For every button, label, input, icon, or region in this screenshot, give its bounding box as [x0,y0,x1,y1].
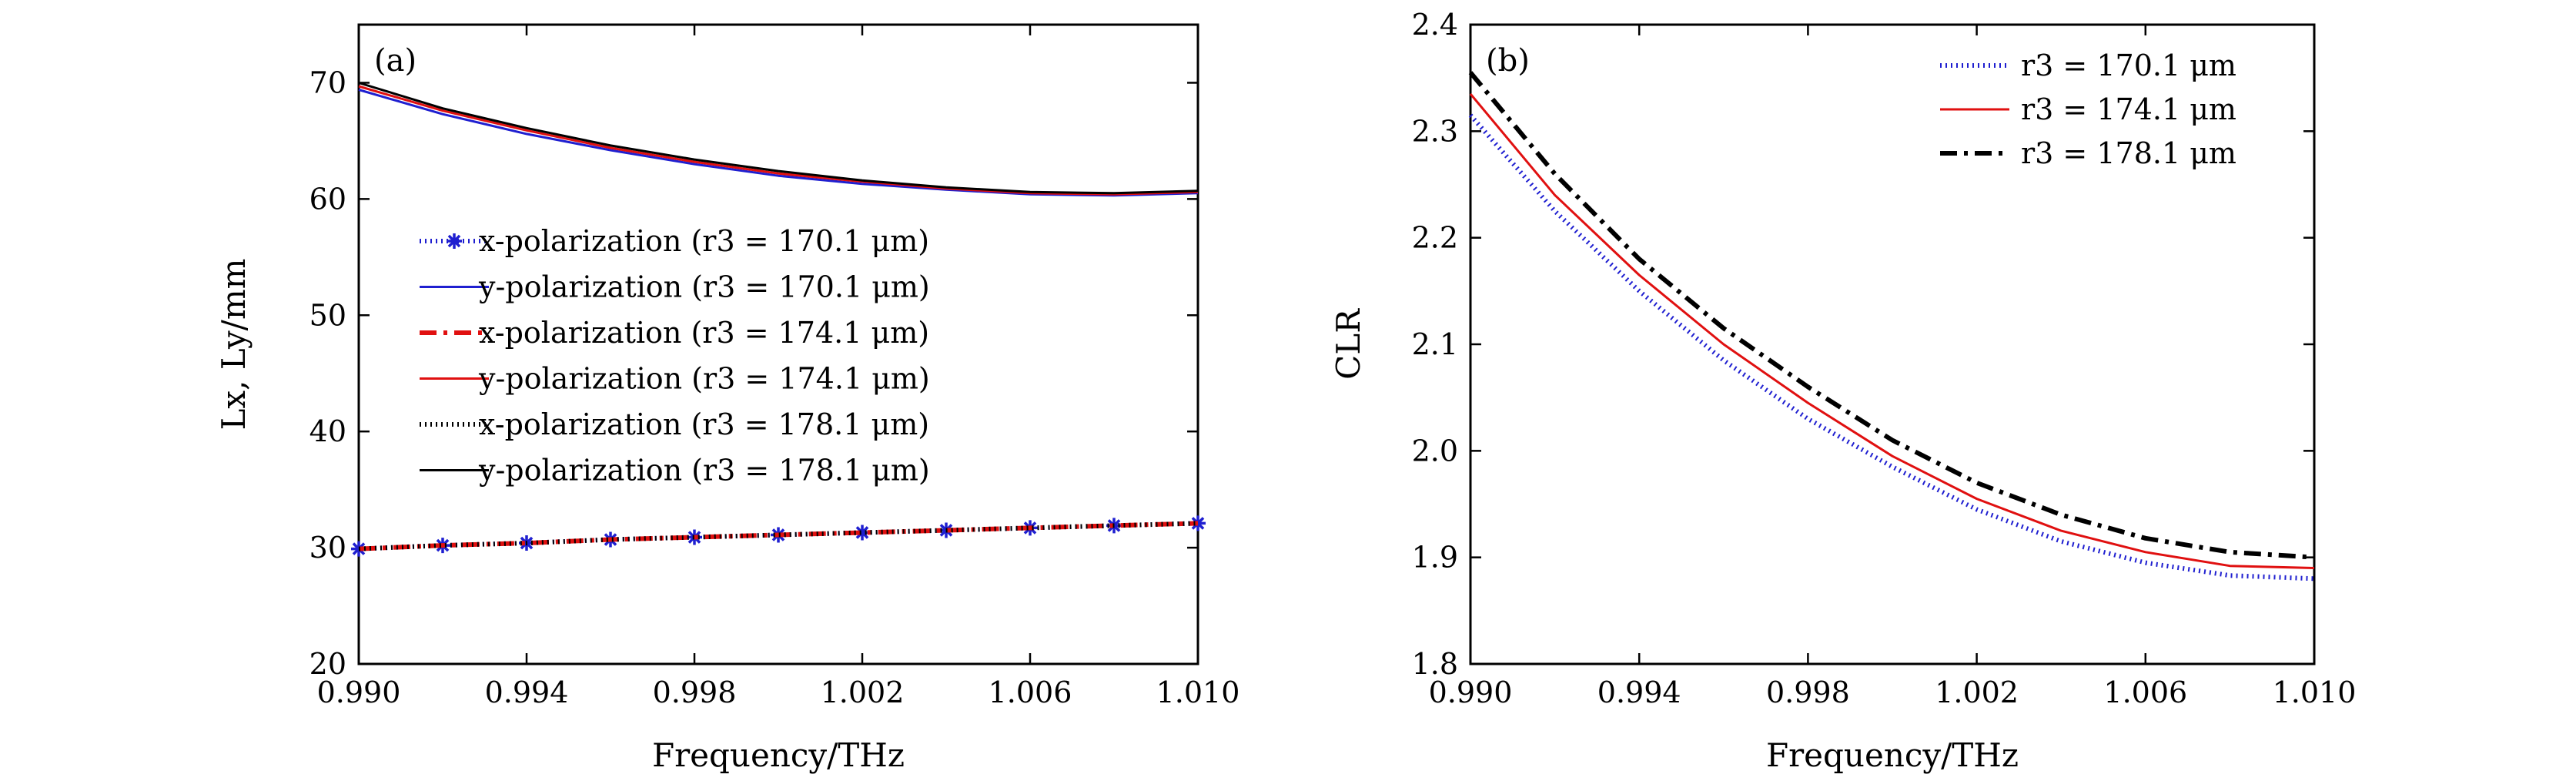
x-tick-label: 0.998 [653,675,737,709]
y-axis-label: CLR [1330,308,1367,380]
y-tick-label: 2.2 [1412,221,1458,255]
series-line [358,521,1199,551]
y-tick-label: 2.4 [1412,8,1458,42]
y-tick-label: 30 [309,531,346,565]
series-line [358,85,1199,196]
x-tick-label: 1.010 [1156,675,1240,709]
series-line [1468,71,2315,560]
x-tick-label: 0.994 [1597,675,1681,709]
legend-entry: x-polarization (r3 = 170.1 μm) [479,224,929,258]
y-tick-label: 1.8 [1412,647,1458,681]
y-axis-label: Lx, Ly/mm [215,259,253,431]
y-tick-label: 40 [309,414,346,448]
legend-entry: r3 = 174.1 μm [2021,92,2236,126]
y-tick-label: 2.0 [1412,434,1458,468]
series-line [358,82,1199,195]
legend-entry: y-polarization (r3 = 174.1 μm) [478,362,930,396]
y-tick-label: 70 [309,65,346,99]
x-tick-label: 0.998 [1766,675,1850,709]
legend-entry: r3 = 178.1 μm [2021,136,2236,170]
data-point-marker [855,525,870,541]
legend-entry: r3 = 170.1 μm [2021,49,2236,82]
x-tick-label: 1.002 [821,675,905,709]
panel-label: (b) [1486,43,1530,79]
legend-entry: x-polarization (r3 = 178.1 μm) [479,407,929,441]
legend-entry: y-polarization (r3 = 178.1 μm) [478,454,930,488]
y-tick-label: 2.1 [1412,327,1458,361]
x-tick-label: 1.006 [2103,675,2187,709]
y-tick-label: 60 [309,182,346,216]
panel-b-chart: 0.990 0.994 0.998 1.002 1.006 1.010 1.8 1.9 2.0 2… [1330,8,2356,774]
x-axis-label: Frequency/THz [652,736,905,774]
series-line [1469,92,2315,569]
legend-entry: x-polarization (r3 = 174.1 μm) [479,316,929,350]
legend-marker [447,233,462,249]
y-tick-label: 1.9 [1412,541,1458,575]
panel-a-chart: 0.990 0.994 0.998 1.002 1.006 1.010 20 30 40 50 60… [215,23,1240,774]
series-line [358,89,1199,197]
x-tick-label: 0.990 [1429,675,1513,709]
panel-label: (a) [374,43,417,79]
x-tick-label: 1.010 [2273,675,2357,709]
x-tick-label: 1.006 [989,675,1072,709]
y-tick-label: 50 [309,298,346,332]
plot-frame [357,23,1199,665]
x-tick-label: 1.002 [1935,675,2019,709]
legend-entry: y-polarization (r3 = 170.1 μm) [478,270,930,304]
x-tick-label: 0.994 [485,675,569,709]
x-tick-label: 0.990 [317,675,401,709]
y-tick-label: 20 [309,647,346,681]
x-axis-label: Frequency/THz [1766,736,2019,774]
y-tick-label: 2.3 [1412,114,1458,148]
series-line [1468,113,2315,582]
